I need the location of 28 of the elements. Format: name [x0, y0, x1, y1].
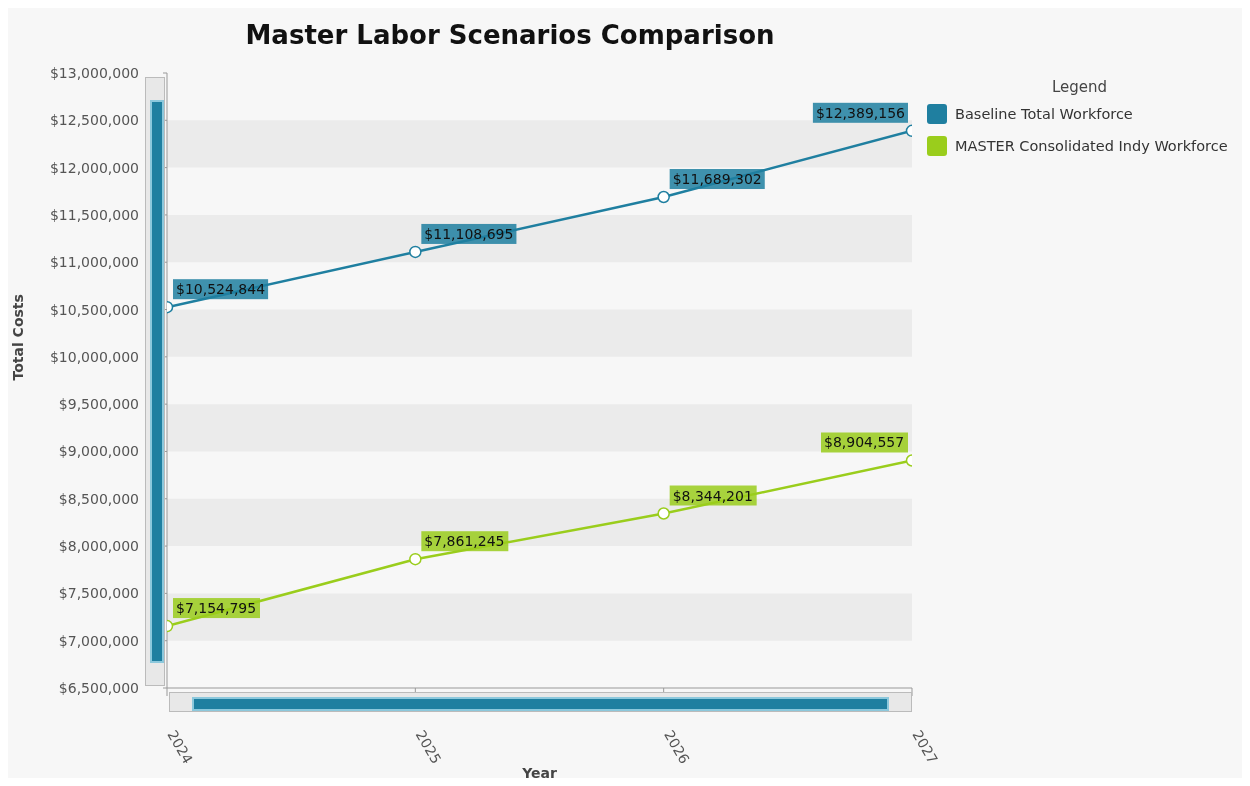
data-label: $8,344,201: [672, 487, 753, 504]
y-tick-label: $8,500,000: [58, 490, 139, 507]
y-tick-label: $10,000,000: [49, 348, 139, 365]
legend-title: Legend: [1050, 78, 1109, 96]
data-label: $8,904,557: [824, 434, 905, 451]
x-axis-title: Year: [521, 765, 557, 781]
legend-label: Baseline Total Workforce: [955, 106, 1133, 122]
legend-label: MASTER Consolidated Indy Workforce: [955, 138, 1228, 154]
y-tick-label: $10,500,000: [49, 301, 139, 318]
y-tick-label: $12,500,000: [49, 112, 139, 129]
y-tick-label: $8,000,000: [58, 538, 139, 555]
data-label: $7,861,245: [424, 533, 505, 550]
data-label: $11,689,302: [672, 171, 762, 188]
y-tick-label: $11,000,000: [49, 254, 139, 271]
data-label: $10,524,844: [176, 281, 266, 298]
y-axis-title: Total Costs: [9, 294, 26, 381]
y-tick-label: $11,500,000: [49, 206, 139, 223]
chart-title: Master Labor Scenarios Comparison: [244, 20, 776, 50]
data-label: $11,108,695: [424, 225, 514, 242]
y-tick-label: $12,000,000: [49, 159, 139, 176]
y-tick-label: $9,500,000: [58, 396, 139, 413]
y-tick-label: $13,000,000: [49, 64, 139, 81]
data-label: $12,389,156: [815, 104, 906, 121]
data-label: $7,154,795: [176, 600, 257, 617]
y-tick-label: $7,500,000: [58, 585, 139, 602]
y-tick-label: $6,500,000: [58, 679, 139, 696]
y-tick-label: $9,000,000: [58, 443, 139, 460]
y-tick-label: $7,000,000: [58, 632, 139, 649]
